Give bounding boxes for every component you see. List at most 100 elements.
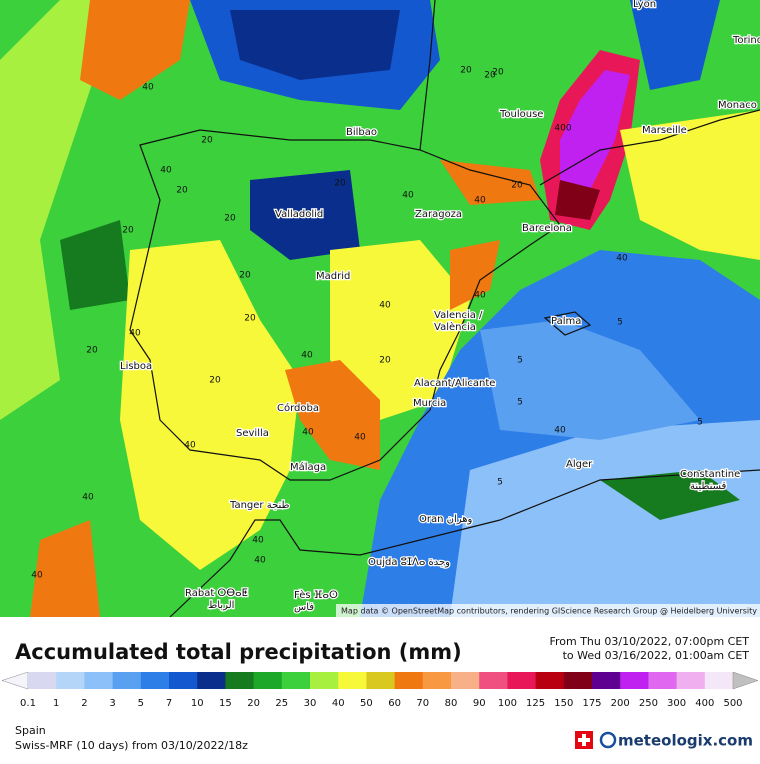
contour-label: 40 [142,83,154,93]
city-label: Murcia [413,398,446,409]
contour-label: 40 [160,166,172,176]
contour-label: 5 [517,356,523,366]
contour-label: 40 [252,536,264,546]
scale-label: 60 [388,698,401,709]
scale-box [310,672,339,689]
city-label: Alacant/Alicante [414,378,495,389]
scale-box [56,672,85,689]
scale-arrow [732,671,759,690]
city-label: قسنطينة [690,481,727,492]
scale-box [422,672,452,689]
city-label: Valladolid [275,209,323,220]
scale-label: 20 [247,698,260,709]
scale-label: 5 [138,698,144,709]
city-label: Madrid [316,271,350,282]
scale-box [84,672,114,689]
precipitation-field [0,0,760,617]
swiss-cross [578,734,590,746]
city-label: Oran وهران [419,514,473,525]
scale-label: 400 [695,698,714,709]
scale-label: 3 [109,698,115,709]
brand-icon [599,731,617,749]
contour-label: 40 [129,329,141,339]
contour-label: 20 [460,66,472,76]
city-label: Lyon [633,0,656,10]
city-label: Toulouse [499,109,543,120]
city-label: Córdoba [277,402,319,414]
attribution-bg [336,604,760,617]
contour-label: 40 [379,301,391,311]
scale-label: 90 [473,698,486,709]
contour-label: 20 [201,136,213,146]
scale-label: 70 [416,698,429,709]
contour-label: 40 [474,196,486,206]
scale-box [394,672,424,689]
scale-label: 10 [191,698,204,709]
city-label: Bilbao [346,127,377,138]
scale-label: 300 [667,698,686,709]
city-label: Alger [566,459,593,470]
scale-box [281,672,311,689]
scale-box [451,672,480,689]
contour-label: 20 [122,226,134,236]
contour-label: 20 [379,356,391,366]
scale-box [479,672,508,689]
scale-box [535,672,565,689]
city-label: Lisboa [120,361,152,372]
scale-box [563,672,593,689]
city-label: València [434,321,476,333]
contour-label: 20 [176,186,188,196]
contour-label: 5 [517,398,523,408]
contour-label: 40 [302,428,314,438]
scale-box [676,672,706,689]
scale-box [507,672,537,689]
scale-label: 50 [360,698,373,709]
city-label: Palma [551,316,581,327]
city-label: Barcelona [522,223,572,234]
contour-label: 40 [301,351,313,361]
city-label: Monaco [718,100,757,111]
scale-label: 15 [219,698,232,709]
scale-box [338,672,367,689]
contour-label: 400 [554,124,571,134]
contour-label: 5 [617,318,623,328]
city-label: Tanger طنجة [229,500,290,511]
region: Spain [15,724,46,737]
scale-label: 175 [582,698,601,709]
contour-label: 40 [474,291,486,301]
scale-box [225,672,255,689]
scale-box [112,672,142,689]
scale-box [28,672,57,689]
contour-label: 5 [697,418,703,428]
contour-label: 20 [86,346,98,356]
scale-box [366,672,396,689]
scale-box [592,672,621,689]
contour-label: 40 [31,571,43,581]
contour-label: 40 [254,556,266,566]
contour-label: 40 [402,191,414,201]
scale-label: 2 [81,698,87,709]
scale-label: 150 [554,698,573,709]
city-label: Torino [732,35,760,46]
scale-box [704,672,734,689]
city-label: Constantine [680,469,740,480]
scale-box [197,672,226,689]
scale-box [620,672,649,689]
contour-label: 20 [492,68,504,78]
contour-label: 40 [616,254,628,264]
brand[interactable]: meteologix.com [618,732,753,750]
scale-label: 0.1 [20,698,36,709]
scale-label: 30 [304,698,317,709]
scale-label: 500 [723,698,742,709]
color-scale: 0.1 1 2 3 5 7 10 15 20 25 30 40 50 60 70 80 90 100 125 150 1… [1,671,759,709]
scale-label: 7 [166,698,172,709]
contour-label: 40 [554,426,566,436]
attribution: Map data © OpenStreetMap contributors, r… [341,607,757,616]
city-labels: Lyon Torino Monaco Toulouse Marseille Bi… [119,0,760,614]
contour-label: 20 [484,71,496,81]
scale-label: 25 [275,698,288,709]
scale-box [253,672,283,689]
